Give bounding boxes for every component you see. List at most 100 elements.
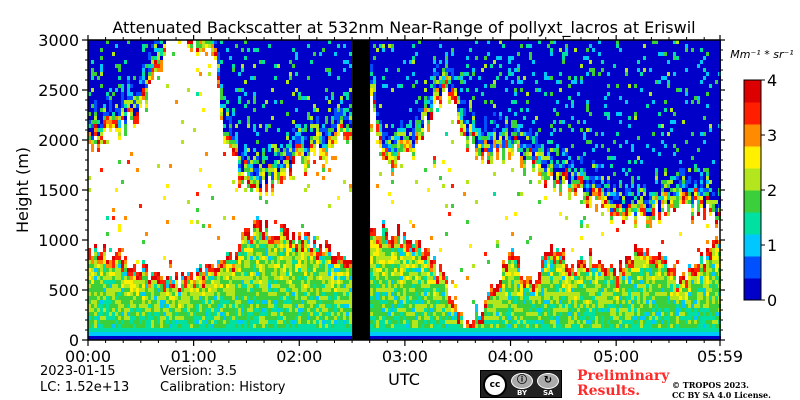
heatmap-cell xyxy=(121,56,124,60)
heatmap-cell xyxy=(301,288,304,292)
heatmap-cell xyxy=(331,100,334,104)
heatmap-cell xyxy=(421,332,424,336)
heatmap-cell xyxy=(388,56,391,60)
heatmap-cell xyxy=(316,84,319,88)
heatmap-cell xyxy=(403,116,406,120)
heatmap-cell xyxy=(289,264,292,268)
heatmap-cell xyxy=(139,48,142,52)
heatmap-cell xyxy=(289,148,292,152)
heatmap-cell xyxy=(382,132,385,136)
heatmap-cell xyxy=(166,288,169,292)
heatmap-cell xyxy=(238,88,241,92)
heatmap-cell xyxy=(304,96,307,100)
heatmap-cell xyxy=(388,240,391,244)
heatmap-cell xyxy=(286,264,289,268)
heatmap-cell xyxy=(292,292,295,296)
heatmap-cell xyxy=(106,72,109,76)
heatmap-cell xyxy=(226,48,229,52)
heatmap-cell xyxy=(376,68,379,72)
heatmap-cell xyxy=(265,152,268,156)
heatmap-cell xyxy=(247,336,250,340)
heatmap-cell xyxy=(94,108,97,112)
heatmap-cell xyxy=(241,120,244,124)
heatmap-cell xyxy=(112,64,115,68)
heatmap-cell xyxy=(307,64,310,68)
heatmap-cell xyxy=(331,304,334,308)
heatmap-cell xyxy=(250,308,253,312)
heatmap-cell xyxy=(115,328,118,332)
heatmap-cell xyxy=(139,68,142,72)
heatmap-cell xyxy=(229,104,232,108)
heatmap-cell xyxy=(178,304,181,308)
heatmap-cell xyxy=(253,296,256,300)
heatmap-cell xyxy=(100,128,103,132)
heatmap-cell xyxy=(265,164,268,168)
heatmap-cell xyxy=(97,84,100,88)
heatmap-cell xyxy=(262,156,265,160)
heatmap-cell xyxy=(307,284,310,288)
heatmap-cell xyxy=(268,100,271,104)
heatmap-cell xyxy=(277,276,280,280)
heatmap-cell xyxy=(331,272,334,276)
heatmap-cell xyxy=(250,272,253,276)
heatmap-cell xyxy=(127,44,130,48)
heatmap-cell xyxy=(112,124,115,128)
heatmap-cell xyxy=(265,120,268,124)
heatmap-cell xyxy=(382,336,385,340)
heatmap-cell xyxy=(103,96,106,100)
heatmap-cell xyxy=(382,280,385,284)
heatmap-cell xyxy=(112,104,115,108)
heatmap-cell xyxy=(208,308,211,312)
heatmap-cell xyxy=(229,252,232,256)
heatmap-cell xyxy=(97,132,100,136)
heatmap-cell xyxy=(268,240,271,244)
heatmap-cell xyxy=(346,260,349,264)
heatmap-cell xyxy=(271,40,274,44)
heatmap-cell xyxy=(265,228,268,232)
heatmap-cell xyxy=(124,84,127,88)
heatmap-cell xyxy=(406,92,409,96)
heatmap-cell xyxy=(313,136,316,140)
heatmap-cell xyxy=(349,88,352,92)
heatmap-cell xyxy=(157,308,160,312)
heatmap-cell xyxy=(265,168,268,172)
heatmap-cell xyxy=(340,104,343,108)
heatmap-cell xyxy=(301,120,304,124)
heatmap-cell xyxy=(322,80,325,84)
heatmap-cell xyxy=(229,52,232,56)
heatmap-cell xyxy=(256,56,259,60)
heatmap-cell xyxy=(256,144,259,148)
heatmap-cell xyxy=(382,128,385,132)
heatmap-cell xyxy=(403,64,406,68)
heatmap-cell xyxy=(319,252,322,256)
heatmap-cell xyxy=(271,56,274,60)
heatmap-cell xyxy=(94,280,97,284)
heatmap-cell xyxy=(298,68,301,72)
heatmap-cell xyxy=(289,116,292,120)
heatmap-cell xyxy=(208,64,211,68)
heatmap-cell xyxy=(241,252,244,256)
heatmap-cell xyxy=(307,80,310,84)
heatmap-cell xyxy=(199,324,202,328)
heatmap-cell xyxy=(232,48,235,52)
heatmap-cell xyxy=(250,188,253,192)
heatmap-cell xyxy=(322,92,325,96)
heatmap-cell xyxy=(298,60,301,64)
heatmap-cell xyxy=(340,308,343,312)
heatmap-cell xyxy=(241,180,244,184)
heatmap-cell xyxy=(307,108,310,112)
heatmap-cell xyxy=(274,248,277,252)
heatmap-cell xyxy=(328,84,331,88)
heatmap-cell xyxy=(109,120,112,124)
heatmap-cell xyxy=(397,72,400,76)
heatmap-cell xyxy=(415,68,418,72)
heatmap-cell xyxy=(151,284,154,288)
heatmap-cell xyxy=(235,68,238,72)
heatmap-cell xyxy=(151,40,154,44)
heatmap-cell xyxy=(211,316,214,320)
heatmap-cell xyxy=(271,260,274,264)
heatmap-cell xyxy=(304,328,307,332)
heatmap-cell xyxy=(322,320,325,324)
heatmap-cell xyxy=(112,88,115,92)
heatmap-cell xyxy=(268,260,271,264)
